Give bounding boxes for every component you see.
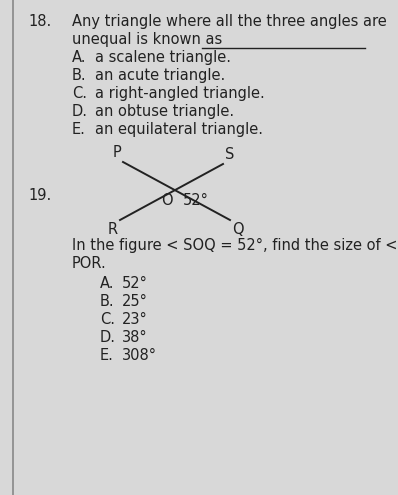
Text: D.: D. [100,330,116,345]
Text: 25°: 25° [122,294,148,309]
Text: 52°: 52° [183,193,209,208]
Text: Any triangle where all the three angles are: Any triangle where all the three angles … [72,14,387,29]
Text: 52°: 52° [122,276,148,291]
Text: an acute triangle.: an acute triangle. [95,68,225,83]
Text: A.: A. [72,50,86,65]
Text: B.: B. [72,68,87,83]
Text: an obtuse triangle.: an obtuse triangle. [95,104,234,119]
Text: D.: D. [72,104,88,119]
Text: A.: A. [100,276,115,291]
Text: 23°: 23° [122,312,148,327]
Text: 38°: 38° [122,330,148,345]
Text: R: R [108,222,118,237]
Text: 19.: 19. [28,188,51,202]
Text: C.: C. [100,312,115,327]
Text: 308°: 308° [122,348,157,363]
Text: a right-angled triangle.: a right-angled triangle. [95,86,265,101]
Text: 18.: 18. [28,14,51,29]
Text: a scalene triangle.: a scalene triangle. [95,50,231,65]
Text: Q: Q [232,222,244,237]
Text: an equilateral triangle.: an equilateral triangle. [95,122,263,137]
Text: S: S [225,147,234,162]
Text: In the figure < SOQ = 52°, find the size of <: In the figure < SOQ = 52°, find the size… [72,238,398,253]
Text: O: O [161,193,173,208]
Text: P: P [112,145,121,160]
Text: POR.: POR. [72,256,107,271]
Text: B.: B. [100,294,115,309]
Text: E.: E. [100,348,114,363]
Text: C.: C. [72,86,87,101]
Text: unequal is known as: unequal is known as [72,32,222,47]
Text: E.: E. [72,122,86,137]
